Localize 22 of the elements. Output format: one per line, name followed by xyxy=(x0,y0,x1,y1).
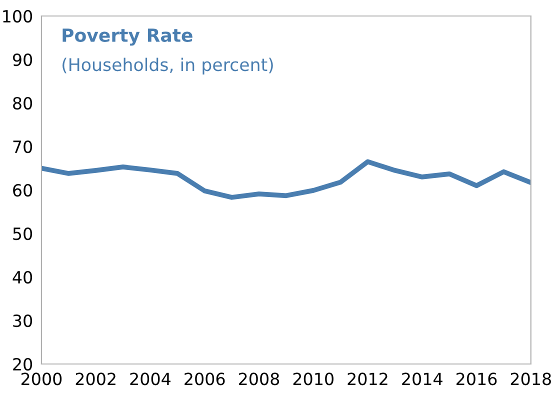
text: Poverty Rate xyxy=(62,28,192,46)
y-tick-label: 60 xyxy=(13,184,32,197)
y-tick-label: 80 xyxy=(13,96,32,110)
y-tick-label: 20 xyxy=(13,358,32,371)
y-tick-label: 90 xyxy=(12,53,32,66)
y-tick-label: 30 xyxy=(13,314,32,328)
x-tick-label: 2016 xyxy=(456,372,497,386)
y-tick-label: 50 xyxy=(13,227,32,240)
x-tick-label: 2006 xyxy=(184,372,225,386)
y-tick-label: 40 xyxy=(12,270,32,284)
x-tick-label: 2014 xyxy=(402,372,442,386)
x-tick-label: 2000 xyxy=(21,372,62,386)
x-tick-label: 2012 xyxy=(348,372,388,386)
x-tick-label: 2010 xyxy=(293,372,334,386)
x-tick-label: 2004 xyxy=(130,372,171,386)
x-tick-label: 2018 xyxy=(510,372,551,386)
x-tick-label: 2002 xyxy=(76,372,116,386)
text: (Households, in percent) xyxy=(62,58,273,75)
y-tick-label: 70 xyxy=(13,140,32,154)
x-tick-label: 2008 xyxy=(239,372,280,386)
y-tick-label: 100 xyxy=(3,10,32,23)
line-series xyxy=(41,159,531,200)
